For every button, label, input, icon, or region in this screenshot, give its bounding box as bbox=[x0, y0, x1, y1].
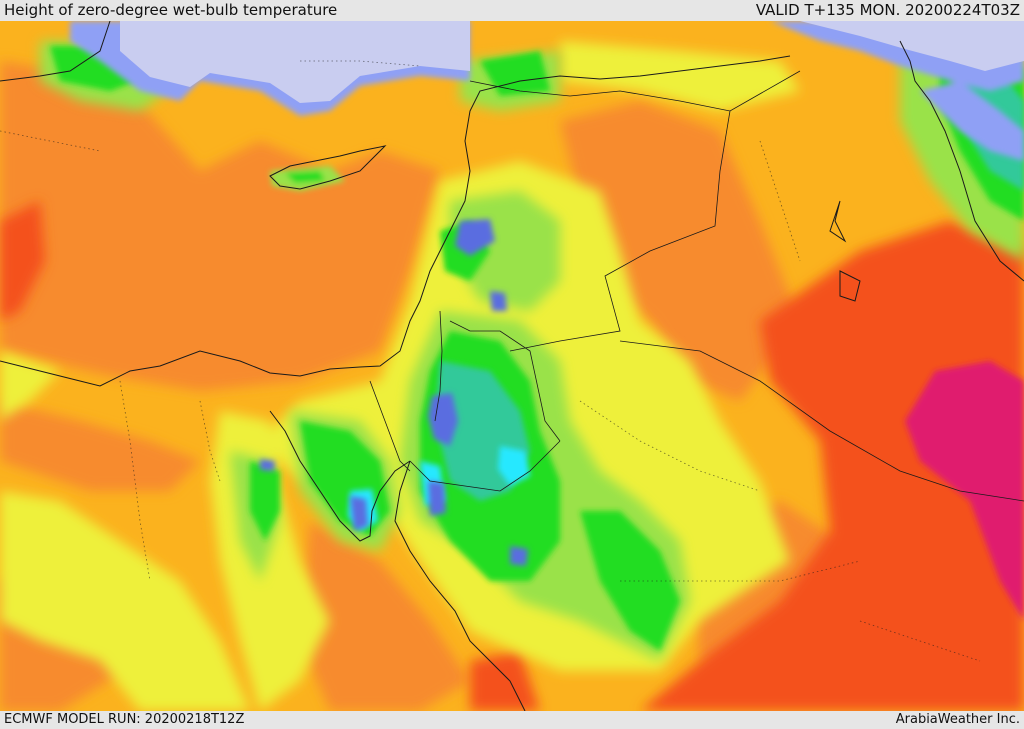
map-header: Height of zero-degree wet-bulb temperatu… bbox=[0, 0, 1024, 21]
field-red-orange bbox=[0, 201, 1024, 711]
internal-boundaries bbox=[0, 60, 981, 662]
valid-time: VALID T+135 MON. 20200224T03Z bbox=[755, 1, 1020, 19]
map-footer: ECMWF MODEL RUN: 20200218T12Z ArabiaWeat… bbox=[0, 711, 1024, 729]
model-run: ECMWF MODEL RUN: 20200218T12Z bbox=[4, 712, 245, 727]
coastlines bbox=[0, 21, 1024, 711]
field-low bbox=[260, 219, 528, 566]
map-title: Height of zero-degree wet-bulb temperatu… bbox=[4, 1, 338, 19]
credit: ArabiaWeather Inc. bbox=[895, 712, 1020, 727]
political-borders bbox=[369, 70, 1024, 502]
weather-map-canvas bbox=[0, 21, 1024, 711]
field-magenta bbox=[905, 361, 1024, 621]
field-orange bbox=[0, 61, 840, 711]
field-cyprus bbox=[270, 166, 345, 191]
weather-map[interactable] bbox=[0, 21, 1024, 711]
field-lowest-north bbox=[120, 21, 1024, 103]
